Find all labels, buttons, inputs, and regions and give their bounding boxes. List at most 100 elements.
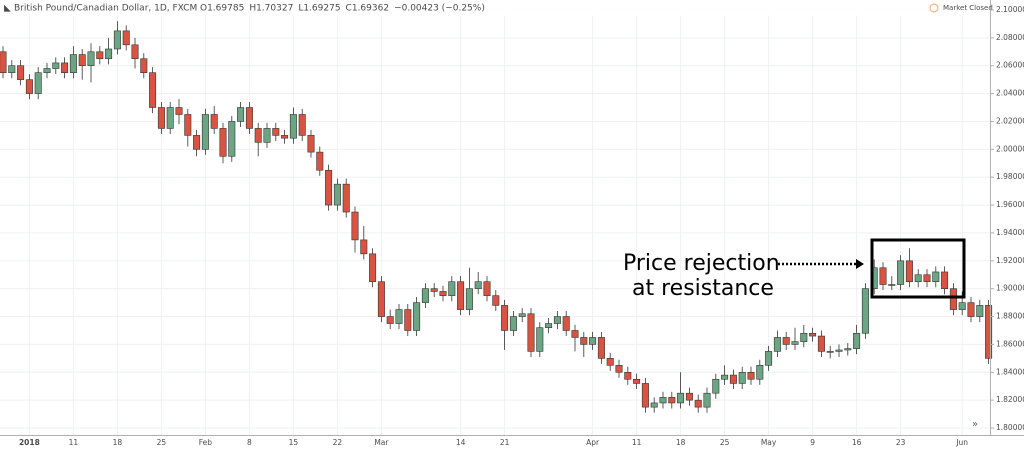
candle-body bbox=[545, 323, 553, 328]
candle-body bbox=[527, 313, 535, 352]
candle-body bbox=[421, 288, 429, 303]
scroll-button[interactable]: » bbox=[972, 419, 978, 430]
candle-body bbox=[800, 332, 808, 342]
candle-body bbox=[0, 51, 7, 73]
y-tick-label: 1.92000 bbox=[996, 256, 1024, 265]
candle-body bbox=[624, 371, 632, 380]
candle-body bbox=[826, 351, 834, 353]
y-tick-label: 1.96000 bbox=[996, 200, 1024, 209]
candle-body bbox=[712, 378, 720, 394]
candle-body bbox=[184, 114, 192, 136]
y-tick-label: 2.06000 bbox=[996, 61, 1024, 70]
x-tick-label: 25 bbox=[157, 438, 167, 447]
candle-body bbox=[210, 114, 218, 129]
candle-body bbox=[571, 330, 579, 338]
candle-body bbox=[298, 114, 306, 136]
candle-body bbox=[773, 337, 781, 352]
candle-body bbox=[96, 51, 104, 60]
candle-body bbox=[34, 72, 42, 94]
y-tick-label: 1.86000 bbox=[996, 339, 1024, 348]
candle-body bbox=[201, 114, 209, 150]
header-bg bbox=[0, 0, 990, 16]
candle-body bbox=[606, 358, 614, 366]
candle-body bbox=[52, 62, 60, 69]
candle-body bbox=[404, 309, 412, 331]
y-tick-label: 2.00000 bbox=[996, 144, 1024, 153]
candle-body bbox=[765, 351, 773, 366]
candle-body bbox=[941, 271, 949, 289]
x-tick-label: Feb bbox=[199, 438, 213, 447]
candle-body bbox=[844, 348, 852, 351]
candle-body bbox=[905, 260, 913, 283]
candle-body bbox=[43, 68, 51, 73]
candle-body bbox=[633, 378, 641, 384]
candle-body bbox=[650, 402, 658, 408]
candle-body bbox=[721, 374, 729, 380]
candle-body bbox=[703, 392, 711, 408]
candle-body bbox=[615, 365, 623, 373]
x-tick-label: 14 bbox=[456, 438, 466, 447]
x-tick-label: 8 bbox=[247, 438, 252, 447]
candle-body bbox=[342, 183, 350, 213]
candle-body bbox=[509, 316, 517, 331]
candle-body bbox=[228, 121, 236, 157]
x-tick-label: Apr bbox=[586, 438, 600, 447]
candle-body bbox=[448, 281, 456, 296]
y-tick-label: 2.08000 bbox=[996, 33, 1024, 42]
candle-body bbox=[967, 302, 975, 317]
candle-body bbox=[756, 365, 764, 380]
x-tick-label: 23 bbox=[896, 438, 906, 447]
y-tick-label: 1.94000 bbox=[996, 228, 1024, 237]
candle-body bbox=[25, 79, 33, 94]
candle-body bbox=[395, 309, 403, 324]
y-tick-label: 1.80000 bbox=[996, 423, 1024, 432]
y-tick-label: 1.88000 bbox=[996, 312, 1024, 321]
candle-body bbox=[897, 260, 905, 285]
legend-value: O1.69785 bbox=[200, 4, 244, 14]
y-tick-label: 2.10000 bbox=[996, 5, 1024, 14]
x-tick-label: 11 bbox=[632, 438, 642, 447]
candle-body bbox=[729, 374, 737, 384]
candle-body bbox=[659, 397, 667, 404]
candle-body bbox=[122, 30, 130, 46]
y-tick-label: 2.02000 bbox=[996, 116, 1024, 125]
y-tick-label: 1.84000 bbox=[996, 367, 1024, 376]
x-tick-label: 9 bbox=[810, 438, 815, 447]
candle-body bbox=[157, 107, 165, 129]
candle-body bbox=[149, 72, 157, 108]
candle-body bbox=[17, 65, 25, 80]
x-tick-label: 25 bbox=[720, 438, 730, 447]
x-tick-label: Jun bbox=[955, 438, 968, 447]
candle-body bbox=[553, 316, 561, 324]
y-tick-label: 1.82000 bbox=[996, 395, 1024, 404]
annotation-line: at resistance bbox=[632, 276, 774, 301]
candle-body bbox=[105, 48, 113, 60]
candle-body bbox=[923, 274, 931, 283]
grid bbox=[0, 3, 990, 435]
candle-body bbox=[69, 54, 77, 73]
candle-body bbox=[888, 284, 896, 286]
legend-value: L1.69275 bbox=[298, 4, 340, 14]
candle-body bbox=[914, 274, 922, 283]
candle-body bbox=[580, 337, 588, 345]
candle-body bbox=[8, 65, 16, 73]
candle-body bbox=[351, 211, 359, 241]
candle-body bbox=[386, 316, 394, 324]
x-tick-label: 22 bbox=[333, 438, 343, 447]
candle-body bbox=[492, 295, 500, 306]
candle-body bbox=[166, 107, 174, 129]
candle-body bbox=[316, 151, 324, 171]
candle-body bbox=[782, 337, 790, 345]
candle-body bbox=[87, 51, 95, 67]
arrow-head bbox=[856, 259, 864, 269]
x-tick-label: 2018 bbox=[19, 438, 40, 447]
candle-body bbox=[457, 281, 465, 310]
candle-body bbox=[333, 183, 341, 206]
candle-body bbox=[738, 371, 746, 384]
candle-body bbox=[237, 107, 245, 122]
candle-body bbox=[78, 54, 86, 67]
candle-body bbox=[413, 302, 421, 331]
y-tick-label: 2.04000 bbox=[996, 89, 1024, 98]
x-tick-label: 18 bbox=[113, 438, 123, 447]
